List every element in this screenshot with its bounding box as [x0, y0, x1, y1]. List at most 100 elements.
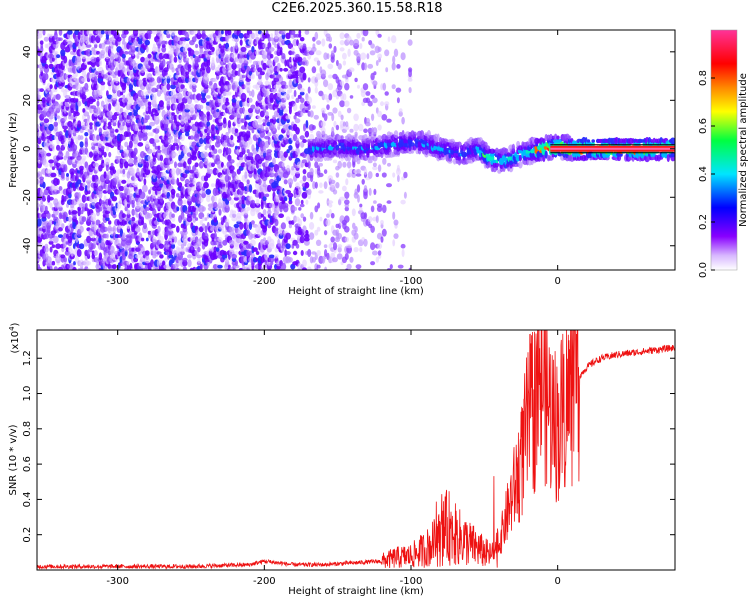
spectrogram-cell: [280, 81, 287, 86]
spectrogram-cell: [346, 161, 352, 169]
spectrogram-cell: [141, 158, 145, 165]
spectrogram-cell: [258, 178, 262, 186]
spectrogram-cell: [356, 184, 361, 193]
spectrogram-cell: [105, 213, 110, 219]
spectrogram-cell: [232, 213, 237, 218]
spectrogram-cell: [236, 64, 241, 69]
spectrogram-cell: [84, 137, 88, 145]
spectrogram-cell: [108, 30, 112, 36]
spectrogram-cell: [229, 227, 235, 232]
spectrogram-cell: [320, 121, 326, 128]
spectrogram-cell: [286, 164, 291, 172]
spectrogram-cell: [298, 33, 302, 38]
spectrogram-cell: [126, 77, 131, 83]
spectrogram-cell: [212, 167, 218, 176]
spectrogram-cell: [66, 173, 69, 177]
spectrogram-cell: [317, 165, 321, 172]
spectrogram-cell: [274, 227, 279, 232]
spectrogram-cell: [518, 154, 523, 162]
spectrogram-cell: [225, 147, 229, 156]
spectrogram-cell: [63, 195, 67, 202]
spectrogram-cell: [303, 239, 310, 246]
spectrogram-cell: [197, 171, 201, 179]
spectrogram-cell: [315, 50, 322, 56]
spectrogram-cell: [58, 104, 63, 110]
spectrogram-cell: [230, 46, 234, 53]
spectrogram-cell: [165, 74, 172, 79]
spectrogram-cell: [292, 250, 298, 256]
spectrogram-cell: [77, 179, 82, 185]
spectrogram-cell: [122, 94, 126, 99]
spectrogram-cell: [192, 178, 196, 186]
spectrogram-cell: [58, 30, 63, 36]
spectrogram-cell: [353, 232, 359, 240]
spectrogram-cell: [84, 206, 89, 212]
spectrogram-cell: [331, 126, 335, 135]
spectrogram-cell: [373, 71, 377, 76]
spectrogram-cell: [185, 121, 190, 127]
spectrogram-cell: [246, 220, 250, 225]
spectrogram-cell: [62, 164, 68, 173]
spectrogram-cell: [209, 114, 213, 121]
spectrogram-cell: [39, 88, 44, 92]
spectrogram-cell: [142, 184, 148, 193]
spectrogram-cell: [183, 155, 187, 161]
spectrogram-cell: [175, 121, 181, 127]
spectrogram-cell: [295, 127, 300, 135]
spectrogram-cell: [377, 124, 382, 131]
spectrogram-cell: [392, 239, 396, 247]
spectrogram-cell: [250, 104, 256, 110]
spectrogram-cell: [377, 250, 382, 256]
spectrogram-cell: [90, 212, 97, 219]
spectrogram-cell: [332, 257, 338, 263]
spectrogram-cell: [55, 93, 61, 100]
spectrogram-cell: [301, 267, 308, 270]
spectrogram-cell: [323, 52, 328, 60]
spectrogram-cell: [128, 83, 133, 91]
spectrogram-cell: [246, 249, 251, 257]
spectrogram-cell: [146, 30, 153, 35]
spectrogram-cell: [308, 232, 315, 240]
spectrogram-cell: [119, 124, 124, 131]
spectrogram-cell: [279, 95, 283, 99]
spectrogram-cell: [295, 97, 300, 104]
spectrogram-cell: [302, 139, 307, 143]
spectrogram-cell: [324, 249, 328, 257]
spectrogram-cell: [201, 53, 206, 59]
spectrogram-cell: [225, 97, 229, 104]
spectrogram-cell: [177, 93, 183, 101]
spectrogram-cell: [267, 132, 272, 137]
spectrogram-cell: [175, 193, 180, 198]
spectrogram-cell: [203, 84, 209, 89]
spectrogram-cell: [115, 76, 119, 84]
spectrogram-cell: [128, 140, 133, 149]
spectrogram-cell: [77, 100, 82, 107]
spectrogram-cell: [196, 254, 202, 259]
spectrogram-cell: [204, 151, 208, 158]
spectrogram-cell: [182, 200, 187, 205]
spectrogram-cell: [287, 192, 294, 198]
spectrogram-cell: [206, 121, 211, 127]
spectrogram-cell: [172, 142, 179, 147]
spectrogram-cell: [323, 230, 328, 236]
spectrogram-cell: [339, 196, 346, 201]
spectrogram-cell: [365, 121, 371, 127]
spectrogram-cell: [182, 266, 187, 270]
spectrogram-cell: [217, 148, 223, 154]
spectrogram-cell: [227, 120, 232, 129]
spectrogram-cell: [77, 31, 81, 40]
spectrogram-cell: [369, 50, 376, 56]
spectrogram-cell: [290, 204, 296, 213]
spectrogram-cell: [392, 211, 396, 220]
spectrogram-cell: [84, 132, 89, 137]
spectrogram-cell: [116, 36, 122, 42]
spectrogram-cell: [344, 100, 350, 107]
spectrogram-cell: [44, 243, 49, 249]
spectrogram-cell: [346, 263, 352, 270]
spectrogram-cell: [84, 60, 89, 66]
spectrogram-cell: [328, 36, 332, 43]
spectrogram-cell: [164, 257, 168, 263]
spectrogram-cell: [208, 81, 213, 86]
spectrogram-cell: [168, 135, 173, 140]
spectrogram-cell: [265, 159, 269, 164]
